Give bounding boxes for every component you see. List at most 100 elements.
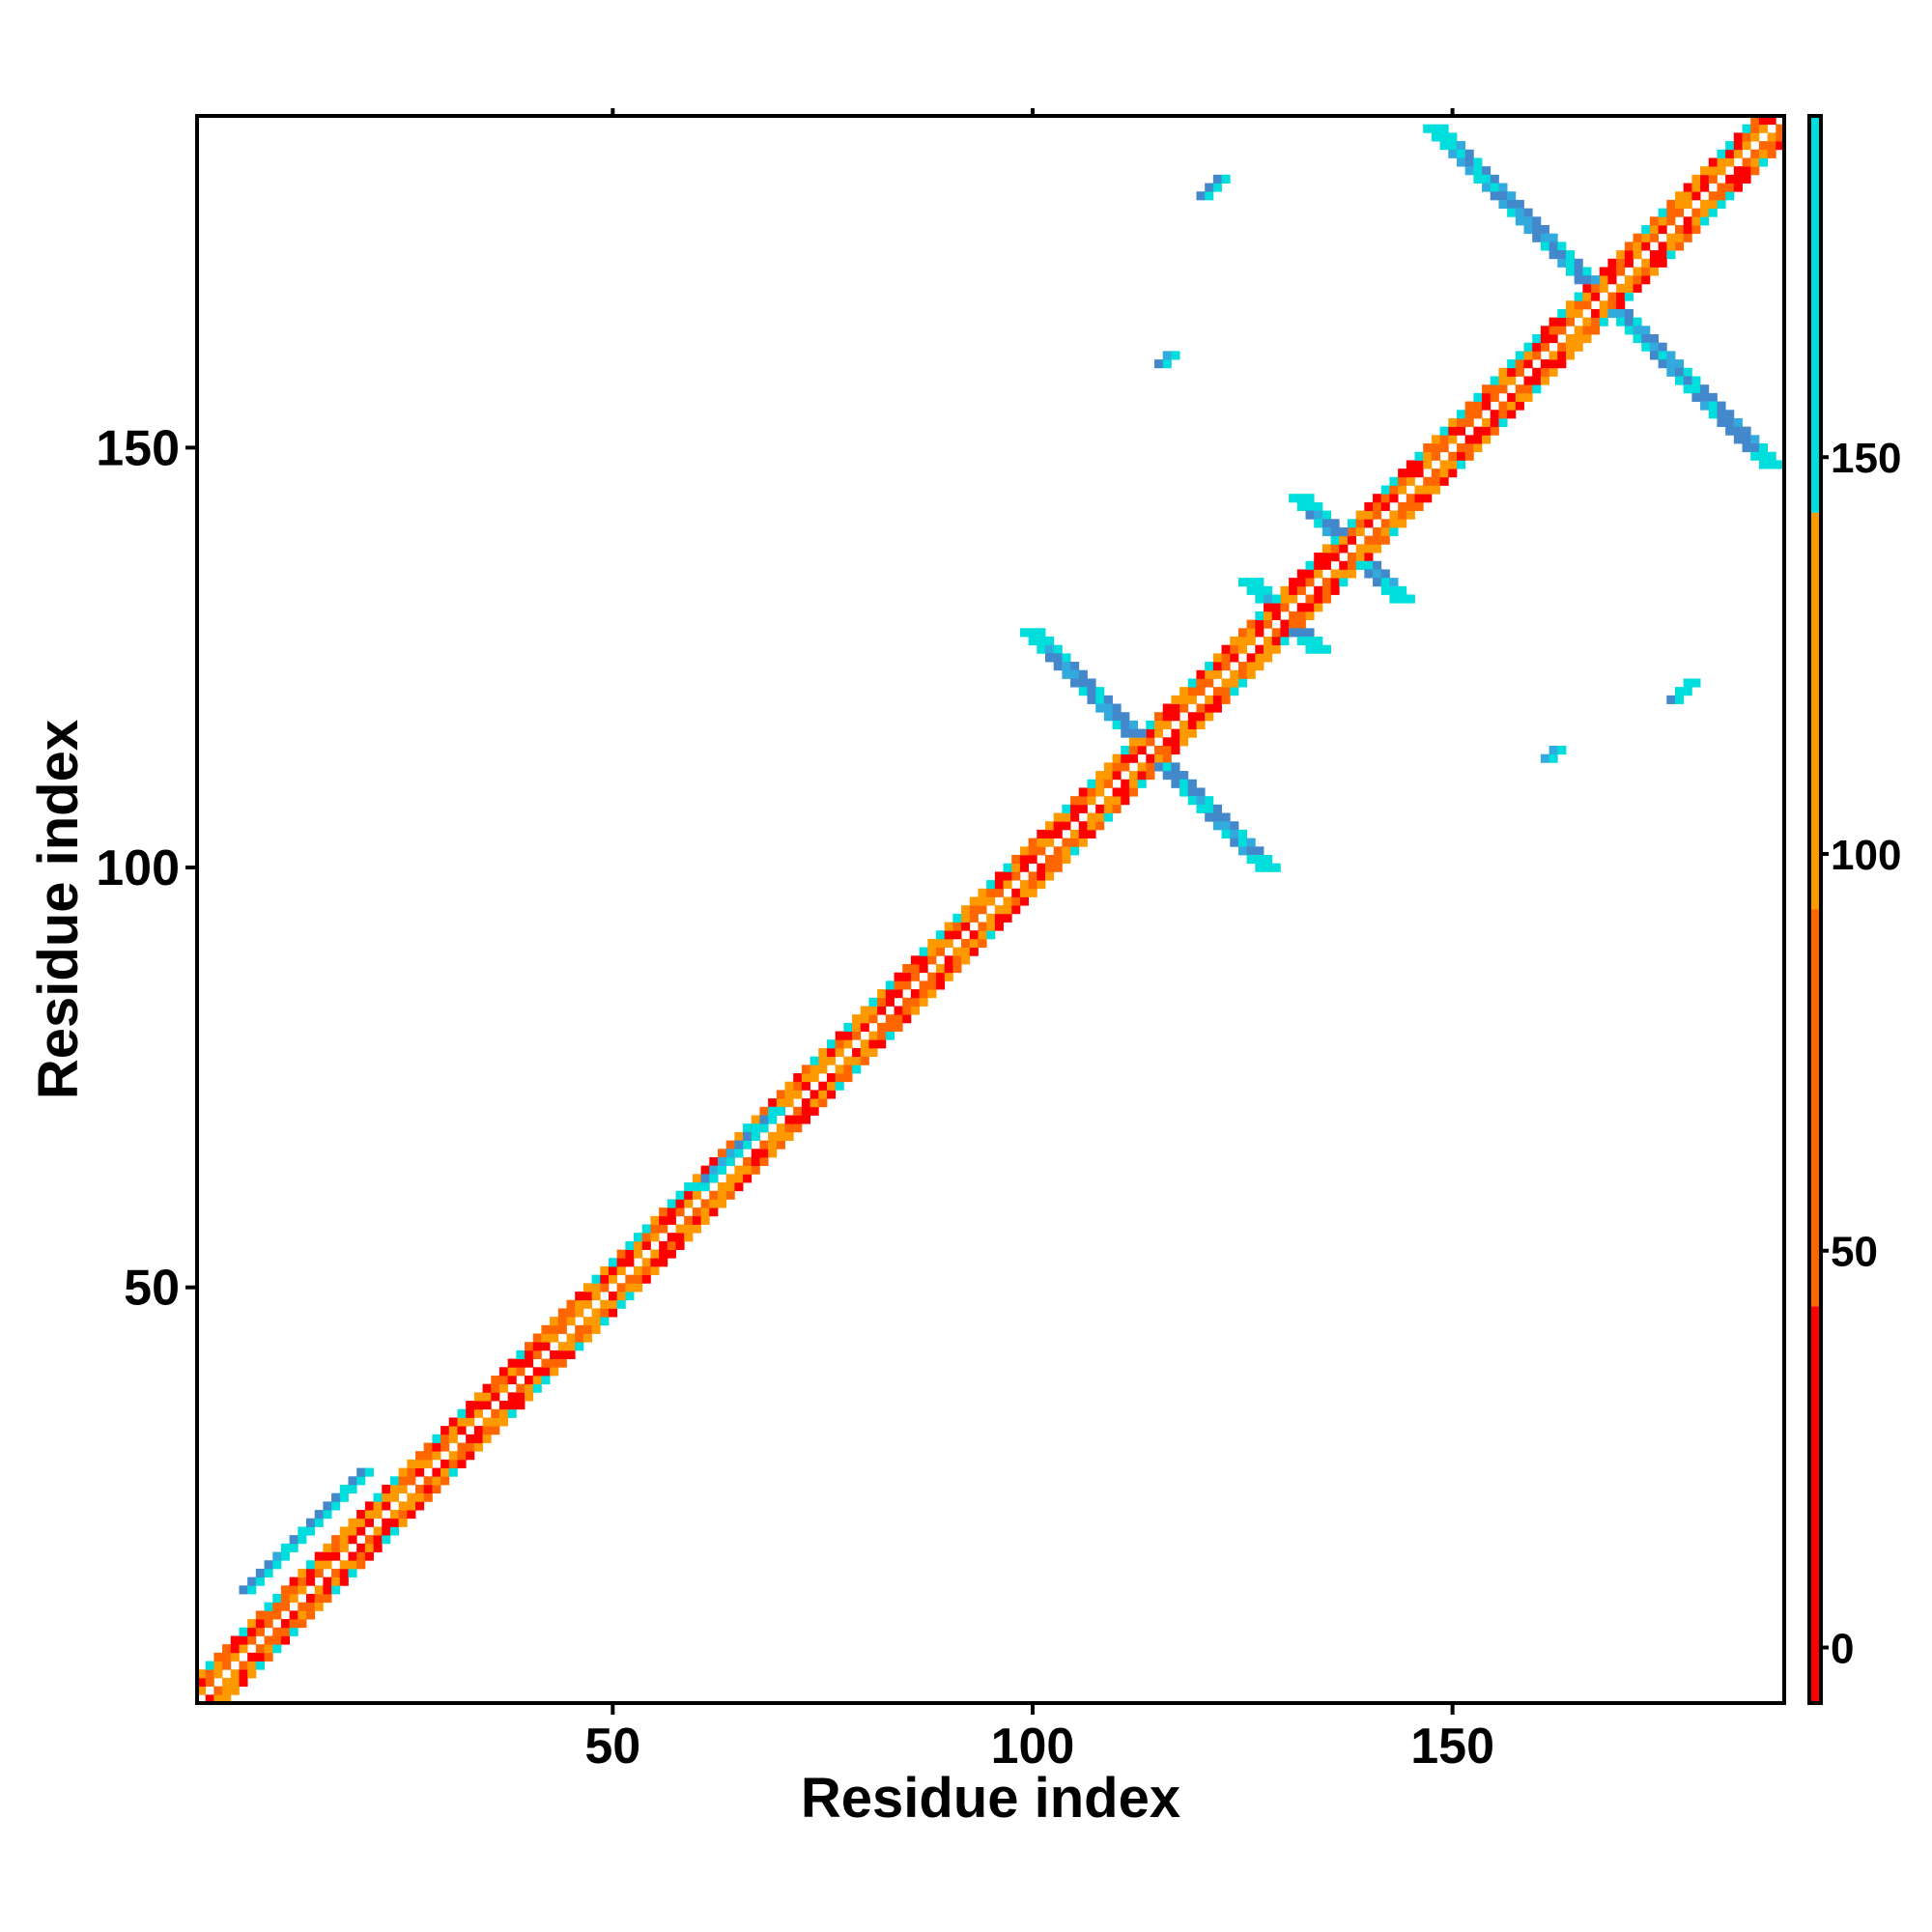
heatmap-cell xyxy=(1683,678,1692,688)
heatmap-cell xyxy=(1565,300,1576,310)
heatmap-cell xyxy=(205,1694,214,1704)
colorbar-segment xyxy=(1809,116,1821,513)
heatmap-cell xyxy=(1364,510,1374,520)
heatmap-cell xyxy=(1708,401,1718,411)
heatmap-cell xyxy=(1758,460,1769,469)
heatmap-cell xyxy=(1053,644,1063,654)
heatmap-cell xyxy=(1649,233,1659,242)
heatmap-cell xyxy=(331,1577,341,1586)
heatmap-cell xyxy=(373,1501,383,1511)
heatmap-cell xyxy=(1103,703,1113,713)
heatmap-cell xyxy=(1314,553,1323,562)
heatmap-cell xyxy=(969,947,979,956)
heatmap-cell xyxy=(382,1501,391,1511)
heatmap-cell xyxy=(1406,510,1415,520)
heatmap-cell xyxy=(1321,519,1331,528)
heatmap-cell xyxy=(1212,183,1222,192)
heatmap-cell xyxy=(1725,149,1735,158)
heatmap-cell xyxy=(205,1669,214,1679)
heatmap-cell xyxy=(1264,863,1273,872)
heatmap-cell xyxy=(1171,779,1180,788)
heatmap-cell xyxy=(1205,669,1214,679)
heatmap-cell xyxy=(525,1392,534,1402)
heatmap-cell xyxy=(532,1333,542,1343)
heatmap-cell xyxy=(1103,712,1113,722)
heatmap-cell xyxy=(1750,116,1760,126)
heatmap-cell xyxy=(222,1644,232,1654)
heatmap-cell xyxy=(407,1501,416,1511)
heatmap-cell xyxy=(239,1644,248,1654)
heatmap-cell xyxy=(894,1014,903,1024)
heatmap-cell xyxy=(675,1199,685,1208)
heatmap-cell xyxy=(323,1593,332,1604)
heatmap-cell xyxy=(1742,435,1751,444)
heatmap-cell xyxy=(810,1056,819,1065)
heatmap-cell xyxy=(1733,417,1743,428)
heatmap-cell xyxy=(1037,644,1046,654)
heatmap-cell xyxy=(1078,804,1088,813)
heatmap-cell xyxy=(885,1022,895,1032)
heatmap-cell xyxy=(969,896,979,906)
heatmap-cell xyxy=(1574,258,1583,268)
heatmap-cell xyxy=(407,1467,416,1477)
heatmap-cell xyxy=(389,1510,400,1520)
heatmap-cell xyxy=(1414,469,1424,478)
heatmap-cell xyxy=(910,989,921,999)
heatmap-cell xyxy=(255,1644,265,1654)
heatmap-cell xyxy=(1187,687,1197,696)
heatmap-cell xyxy=(339,1484,349,1494)
heatmap-cell xyxy=(1264,644,1273,654)
heatmap-cell xyxy=(591,1324,601,1334)
heatmap-cell xyxy=(1674,695,1685,704)
heatmap-cell xyxy=(1674,225,1685,235)
heatmap-cell xyxy=(709,1165,719,1175)
heatmap-cell xyxy=(1591,275,1601,285)
heatmap-cell xyxy=(1708,157,1718,167)
heatmap-cell xyxy=(255,1577,265,1586)
heatmap-cell xyxy=(986,913,996,923)
heatmap-cell xyxy=(423,1476,433,1486)
heatmap-cell xyxy=(860,1006,869,1015)
heatmap-cell xyxy=(1683,216,1692,226)
heatmap-cell xyxy=(776,1123,785,1133)
heatmap-cell xyxy=(1725,417,1735,428)
heatmap-cell xyxy=(1053,846,1063,856)
heatmap-cell xyxy=(1255,611,1264,620)
heatmap-cell xyxy=(457,1408,467,1418)
heatmap-cell xyxy=(1666,351,1676,360)
heatmap-cell xyxy=(1658,342,1667,352)
heatmap-cell xyxy=(507,1401,517,1410)
heatmap-cell xyxy=(1128,745,1139,755)
heatmap-cell xyxy=(1674,199,1685,210)
heatmap-cell xyxy=(709,1199,719,1208)
heatmap-cell xyxy=(1373,526,1382,537)
heatmap-cell xyxy=(1691,174,1701,184)
heatmap-cell xyxy=(1171,712,1180,722)
heatmap-cell xyxy=(986,888,996,897)
heatmap-cell xyxy=(1439,132,1449,142)
heatmap-cell xyxy=(1540,359,1549,369)
heatmap-cell xyxy=(1717,183,1726,192)
heatmap-cell xyxy=(717,1165,727,1175)
heatmap-cell xyxy=(331,1543,341,1552)
heatmap-cell xyxy=(1305,628,1315,638)
heatmap-cell xyxy=(582,1324,592,1334)
heatmap-cell xyxy=(1398,469,1407,478)
heatmap-cell xyxy=(364,1535,374,1545)
heatmap-cell xyxy=(1498,183,1508,192)
heatmap-cell xyxy=(1019,846,1030,856)
heatmap-cell xyxy=(1171,728,1180,738)
heatmap-cell xyxy=(1641,258,1651,268)
heatmap-cell xyxy=(684,1224,694,1234)
heatmap-cell xyxy=(1230,644,1239,654)
heatmap-cell xyxy=(1196,678,1206,688)
heatmap-cell xyxy=(1380,569,1390,579)
heatmap-cell xyxy=(1464,451,1474,461)
heatmap-cell xyxy=(725,1190,735,1200)
heatmap-cell xyxy=(550,1358,559,1368)
heatmap-cell xyxy=(650,1249,660,1259)
heatmap-cell xyxy=(1683,199,1692,210)
heatmap-cell xyxy=(1557,317,1567,327)
heatmap-cell xyxy=(1196,787,1206,797)
heatmap-cell xyxy=(684,1233,694,1242)
